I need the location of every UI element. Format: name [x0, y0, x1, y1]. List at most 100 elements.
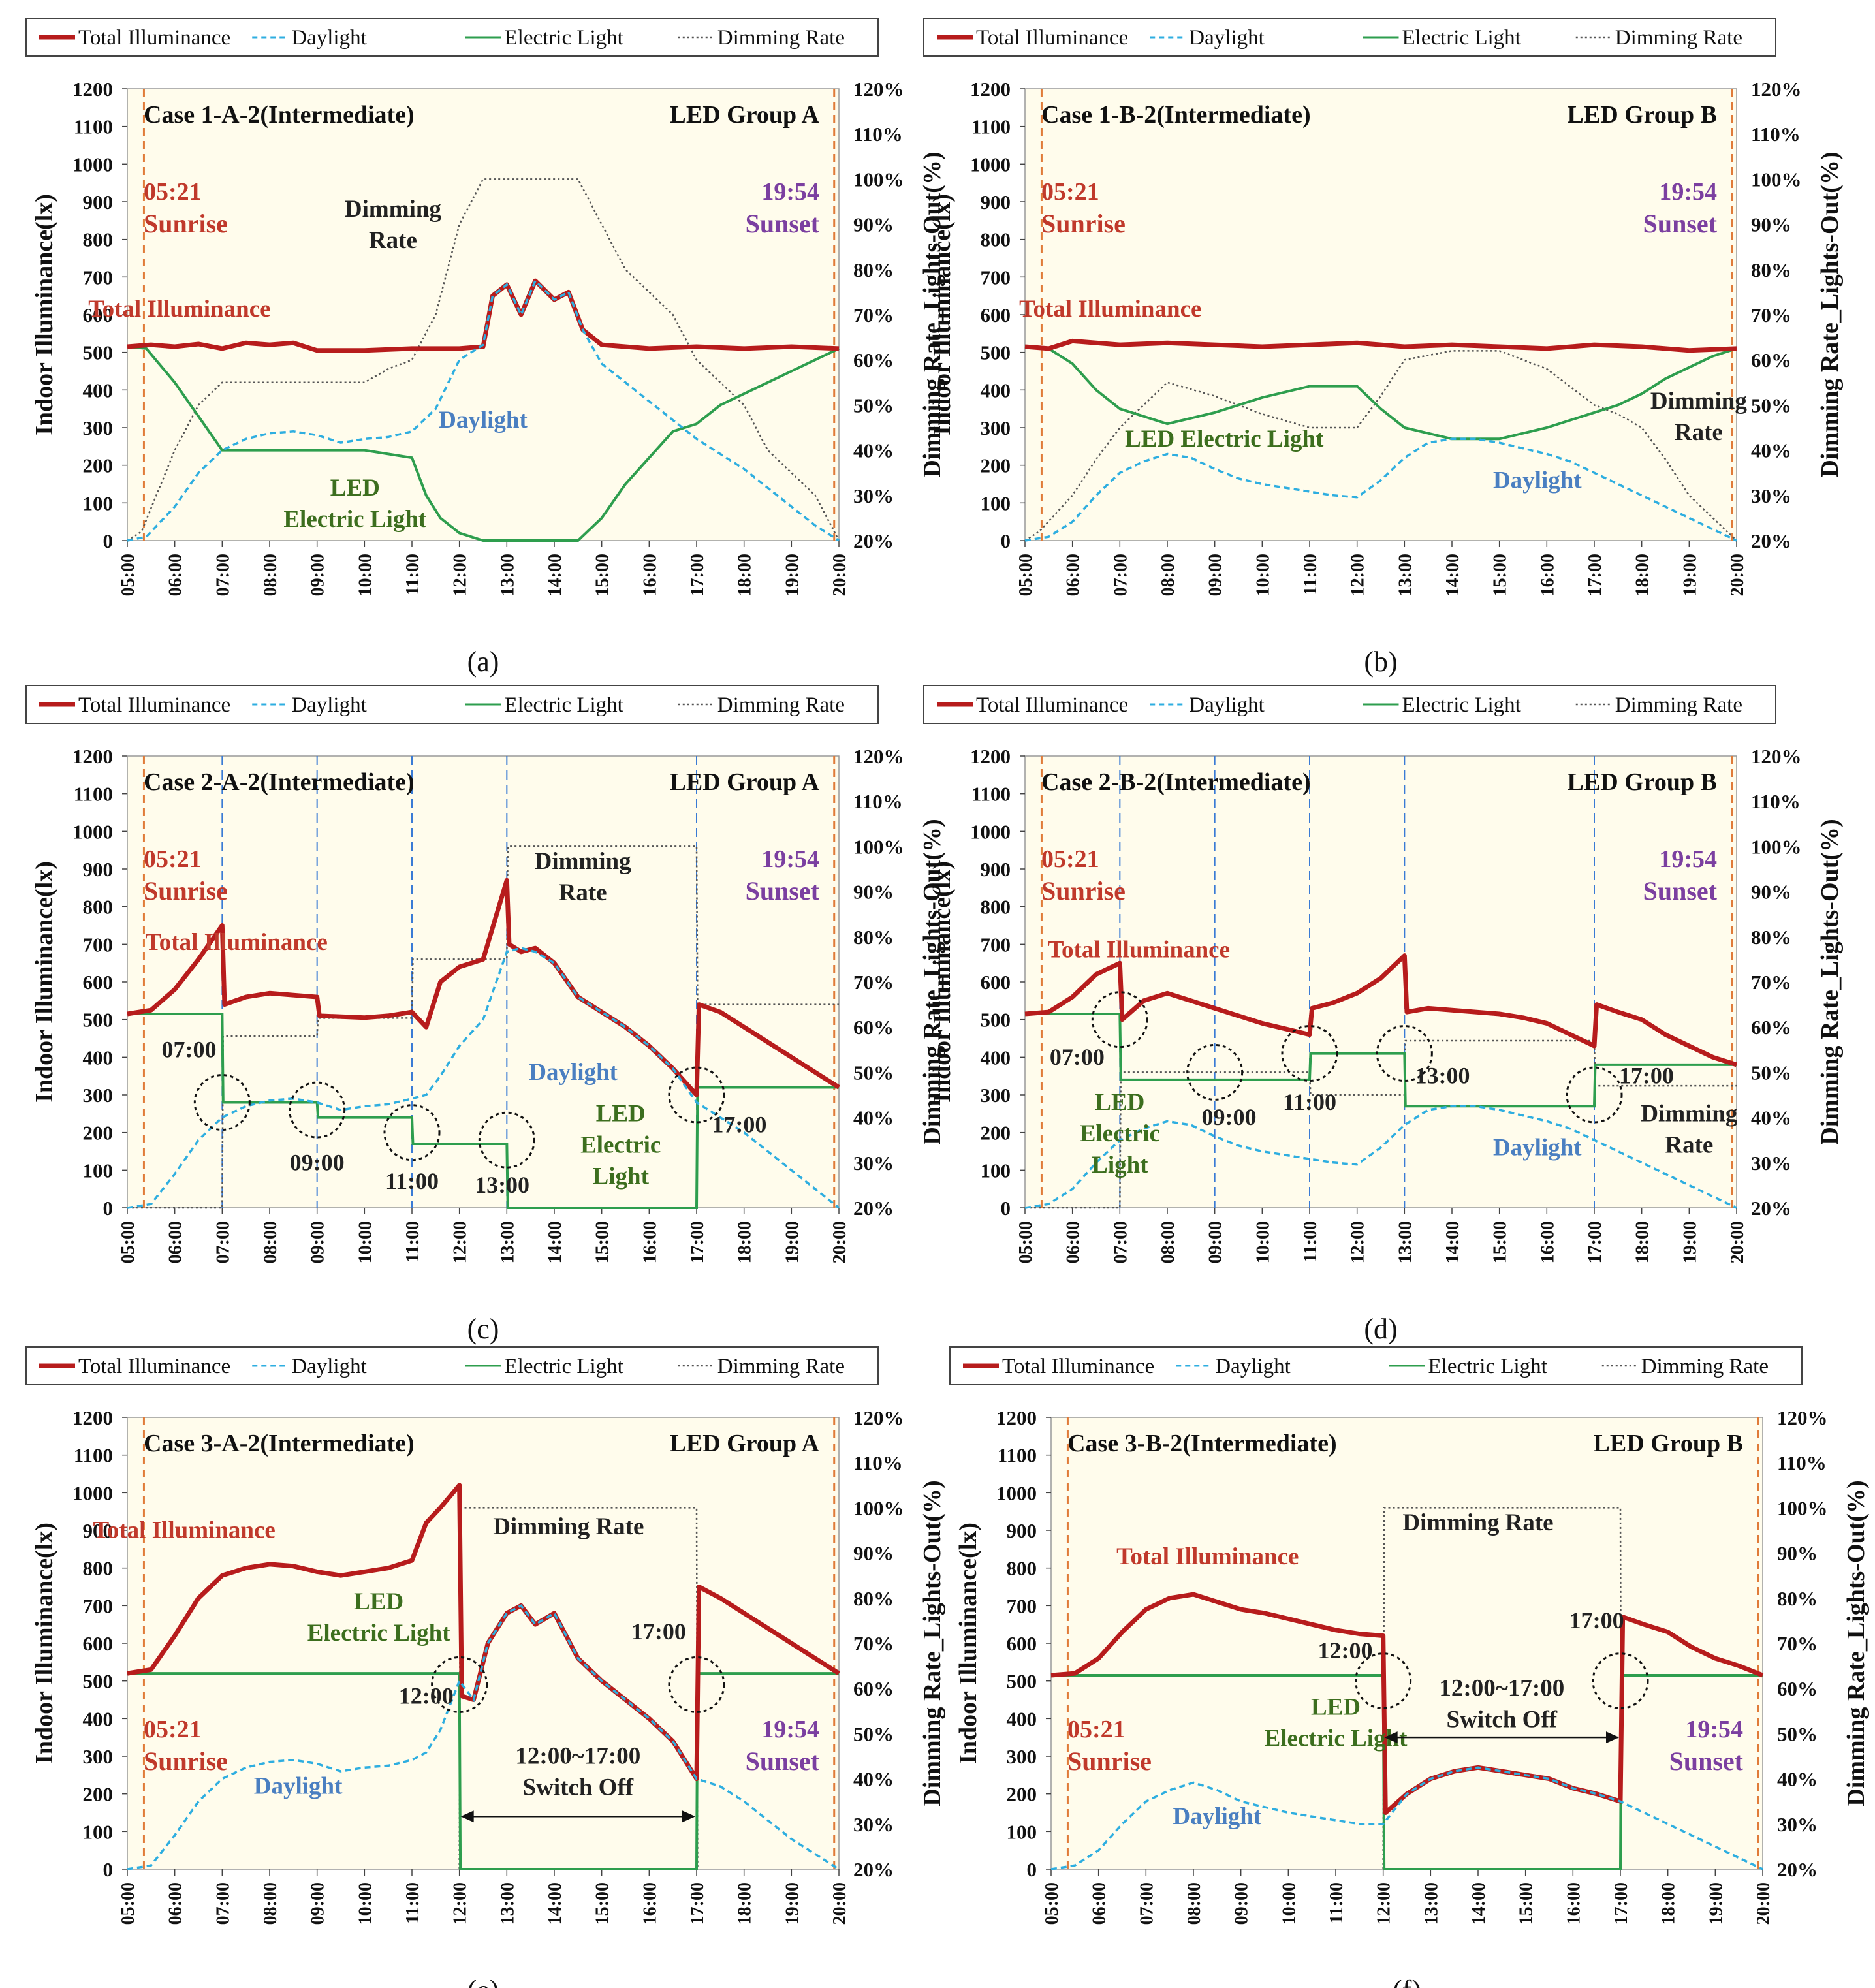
sunset-time: 19:54 — [761, 845, 819, 873]
x-tick-label: 18:00 — [1659, 1882, 1679, 1925]
y-tick-label: 800 — [981, 896, 1011, 919]
y-tick-label: 200 — [981, 454, 1011, 477]
legend-label-3: Electric Light — [1402, 693, 1521, 717]
sunset-time: 19:54 — [1659, 178, 1717, 206]
time-label: 07:00 — [1050, 1044, 1105, 1070]
y-tick-label: 100 — [83, 1820, 114, 1843]
electric-light-label: LED Electric Light — [580, 1100, 661, 1190]
y-tick-label: 1100 — [998, 1444, 1037, 1467]
x-tick-label: 19:00 — [1680, 554, 1700, 596]
legend-box — [923, 685, 1776, 724]
arrow-head-right — [1606, 1731, 1619, 1744]
arrow-head-left — [1384, 1731, 1398, 1744]
y2-tick-label: 30% — [1777, 1813, 1818, 1836]
y-tick-label: 1000 — [72, 820, 113, 843]
y2-tick-label: 80% — [1751, 926, 1791, 949]
time-circle — [1355, 1652, 1412, 1710]
y2-tick-label: 100% — [853, 1496, 904, 1519]
y2-tick-label: 120% — [1777, 1406, 1828, 1429]
series-electric-light — [127, 1672, 839, 1870]
x-tick-label: 09:00 — [308, 1221, 328, 1263]
x-tick-label: 19:00 — [1680, 1221, 1700, 1263]
panel-label: (d) — [1364, 1313, 1397, 1345]
y-tick-label: 200 — [981, 1122, 1011, 1144]
case-title: Case 2-B-2(Intermediate) — [1041, 768, 1311, 796]
x-tick-label: 14:00 — [545, 1221, 565, 1263]
y-tick-label: 500 — [83, 1670, 114, 1693]
y-tick-label: 0 — [103, 1858, 114, 1881]
y2-axis-title: Dimming Rate_Lights-Out(%) — [1816, 819, 1844, 1144]
series-total-illuminance — [127, 877, 840, 1097]
y2-tick-label: 70% — [853, 971, 894, 994]
sunset-label: Sunset — [1643, 209, 1718, 238]
legend: Total Illuminance Daylight Electric Light D… — [25, 1346, 879, 1385]
x-tick-label: 14:00 — [1443, 1221, 1463, 1263]
time-label: 11:00 — [385, 1168, 439, 1194]
y2-tick-label: 40% — [853, 1768, 894, 1791]
x-tick-label: 20:00 — [1754, 1882, 1774, 1925]
time-label: 13:00 — [475, 1172, 529, 1198]
legend-label-2: Daylight — [291, 26, 366, 50]
y-tick-label: 100 — [83, 1159, 114, 1182]
dimming-rate-label: Dimming Rate — [535, 848, 632, 906]
daylight-label: Daylight — [1493, 467, 1582, 494]
y-tick-label: 400 — [1007, 1707, 1037, 1730]
y2-tick-label: 80% — [1777, 1587, 1818, 1610]
y-tick-label: 400 — [981, 379, 1011, 402]
x-tick-label: 18:00 — [735, 554, 755, 596]
y-tick-label: 500 — [83, 341, 114, 364]
y2-tick-label: 50% — [853, 394, 894, 417]
sunrise-time: 05:21 — [144, 1716, 202, 1743]
y-tick-label: 900 — [981, 191, 1011, 213]
y2-tick-label: 50% — [1777, 1722, 1818, 1745]
x-tick-label: 19:00 — [1706, 1882, 1726, 1925]
x-tick-label: 12:00 — [450, 1882, 471, 1925]
y2-tick-label: 60% — [853, 1016, 894, 1039]
sunset-label: Sunset — [746, 209, 820, 238]
x-tick-label: 07:00 — [1111, 1221, 1131, 1263]
y2-axis-title: Dimming Rate_Lights-Out(%) — [919, 1480, 946, 1806]
legend-label-1: Total Illuminance — [976, 693, 1128, 717]
x-tick-label: 07:00 — [213, 554, 233, 596]
time-circle — [289, 1081, 346, 1139]
series-daylight — [1024, 1105, 1737, 1209]
y-tick-label: 500 — [981, 1009, 1011, 1032]
time-label: 17:00 — [631, 1618, 686, 1645]
y-axis-title: Indoor Illuminance(lx) — [31, 1523, 58, 1764]
sunset-time: 19:54 — [1659, 845, 1717, 873]
legend-label-1: Total Illuminance — [78, 693, 230, 717]
case-title: Case 1-B-2(Intermediate) — [1041, 101, 1311, 129]
group-label: LED Group A — [670, 768, 820, 796]
x-tick-label: 18:00 — [1633, 1221, 1653, 1263]
time-label: 17:00 — [1569, 1607, 1624, 1633]
x-tick-label: 17:00 — [687, 554, 708, 596]
x-tick-label: 20:00 — [1727, 554, 1748, 596]
legend-label-2: Daylight — [1189, 26, 1264, 50]
legend: Total Illuminance Daylight Electric Light D… — [923, 685, 1776, 724]
legend-box — [25, 1346, 879, 1385]
y2-tick-label: 40% — [853, 439, 894, 462]
y2-tick-label: 70% — [1751, 304, 1791, 326]
daylight-label: Daylight — [529, 1059, 618, 1086]
x-tick-label: 09:00 — [1232, 1882, 1252, 1925]
y-tick-label: 1200 — [72, 78, 113, 101]
y2-tick-label: 40% — [853, 1107, 894, 1129]
sunset-label: Sunset — [746, 876, 820, 906]
y-tick-label: 1000 — [72, 153, 113, 176]
time-circle — [1592, 1652, 1649, 1710]
time-label: 17:00 — [1619, 1063, 1674, 1089]
y-axis-title: Indoor Illuminance(lx) — [31, 861, 58, 1103]
plot-area — [1050, 1417, 1763, 1870]
chart-panel-3: Total Illuminance Daylight Electric Light D… — [25, 685, 946, 1345]
legend-box — [25, 18, 879, 57]
electric-light-label: LED Electric Light — [1265, 1694, 1408, 1752]
y-tick-label: 800 — [1007, 1557, 1037, 1580]
x-tick-label: 16:00 — [1564, 1882, 1584, 1925]
y2-tick-label: 120% — [1751, 745, 1802, 768]
y-tick-label: 800 — [83, 896, 114, 919]
x-tick-label: 08:00 — [260, 1221, 281, 1263]
x-tick-label: 15:00 — [1490, 1221, 1511, 1263]
y-tick-label: 200 — [83, 454, 114, 477]
x-tick-label: 18:00 — [735, 1882, 755, 1925]
